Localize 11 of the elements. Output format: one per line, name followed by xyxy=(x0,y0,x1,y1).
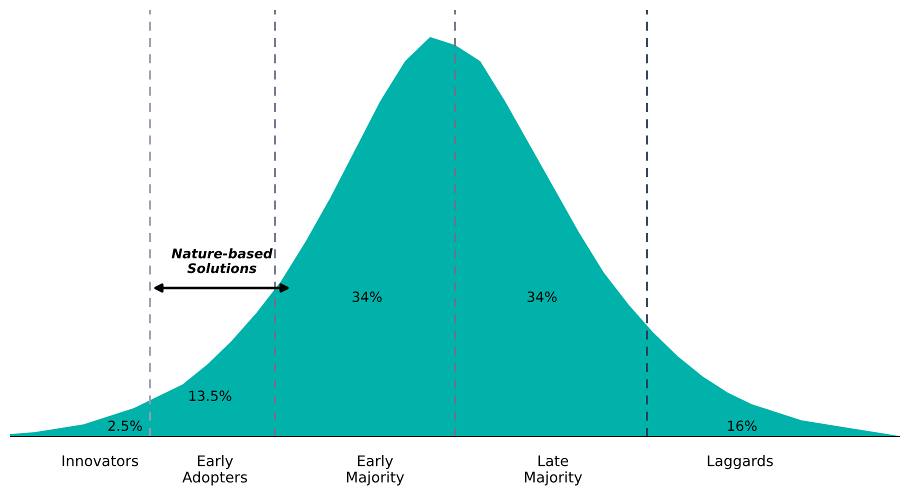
annotation: 34% xyxy=(528,292,557,302)
text: Innovators xyxy=(62,455,138,466)
text: Late Majority xyxy=(524,455,582,486)
annotation: 2.5% xyxy=(108,420,142,432)
text: Laggards xyxy=(708,455,773,470)
annotation: 34% xyxy=(352,292,382,302)
text: Early Majority xyxy=(346,455,404,486)
text: Early Adopters xyxy=(182,455,248,486)
annotation: 13.5% xyxy=(189,390,232,402)
annotation: 16% xyxy=(728,420,757,432)
annotation: Nature-based Solutions xyxy=(172,248,273,274)
